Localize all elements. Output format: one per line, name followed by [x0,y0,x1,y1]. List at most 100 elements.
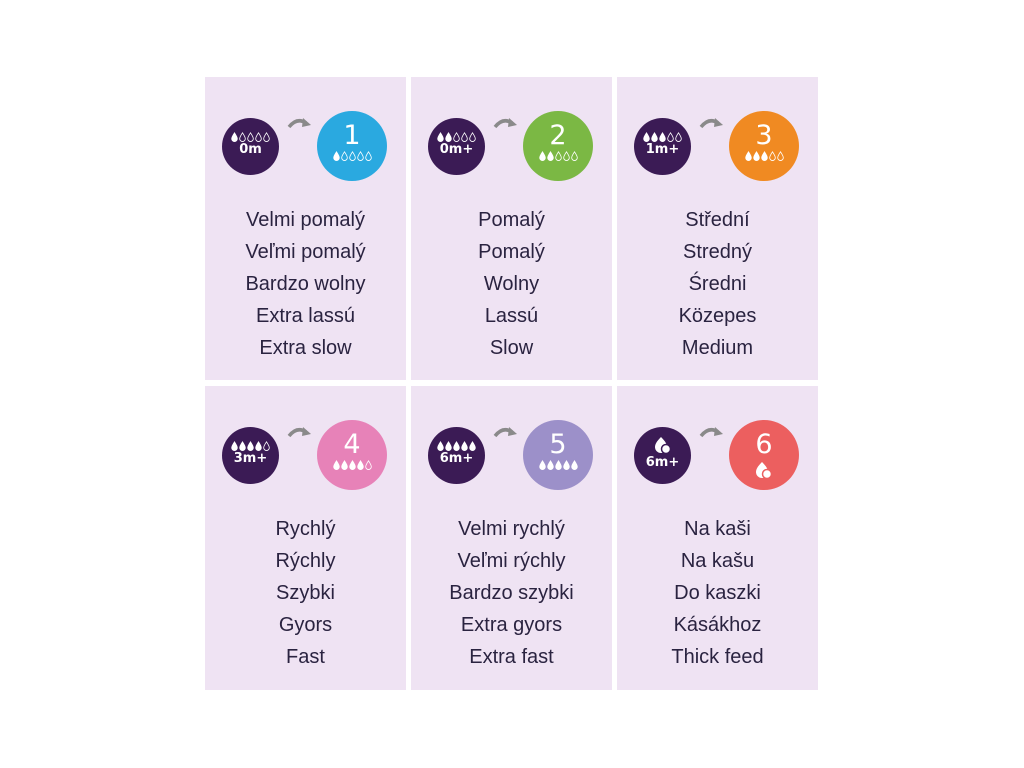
drop-icon [453,132,460,142]
drop-icon [538,151,546,161]
drop-icon [570,151,578,161]
curved-arrow-icon [493,427,517,438]
flow-name: Bardzo szybki [449,582,574,604]
flow-name: Extra fast [469,646,554,668]
drop-icon [445,441,452,451]
drop-icon [570,460,578,470]
flow-name: Veľmi pomalý [245,241,366,263]
level-number: 3 [755,120,773,151]
age-label: 0m+ [439,142,474,157]
drop-icon [562,151,570,161]
level-number: 6 [755,429,773,460]
curved-arrow-icon [699,427,723,438]
drop-icon [469,132,476,142]
drop-icon [538,460,546,470]
drop-icon [255,441,262,451]
drop-icon [364,151,372,161]
flow-name: Na kaši [684,518,751,540]
flow-name: Pomalý [478,241,545,263]
drop-icon [776,151,784,161]
flow-name: Pomalý [478,209,545,231]
flow-name: Bardzo wolny [245,273,366,295]
drop-icon [356,460,364,470]
flow-name: Stredný [683,241,752,263]
drop-icon [546,460,554,470]
drop-icon [461,132,468,142]
teat-level-badge: 2 [523,111,593,181]
flow-name: Kásákhoz [673,614,762,636]
flow-name: Medium [681,337,754,359]
drop-icon [461,441,468,451]
drop-icon [231,132,238,142]
flow-name: Na kašu [680,550,755,572]
flow-name: Lassú [484,305,539,327]
flow-cell-2: 0m+ 2 Pomalý Pomalý Wolny Lassú Slow [411,77,612,380]
drop-icon [255,132,262,142]
flow-cell-5: 6m+ 5 Velmi rychlý Veľmi rýchly Bardzo szy… [411,386,612,690]
flow-names: Na kaši Na kašu Do kaszki Kásákhoz Thick fee… [617,513,818,673]
flow-names: Velmi pomalý Veľmi pomalý Bardzo wolny Extr… [205,204,406,364]
drop-icon [364,460,372,470]
level-number: 1 [343,120,361,151]
age-badge: 0m+ [428,118,485,175]
age-label: 0m [239,142,262,157]
curved-arrow-icon [699,118,723,129]
drop-icon [348,151,356,161]
drop-icon [546,151,554,161]
drop-icon [340,460,348,470]
flow-name: Střední [685,209,750,231]
teat-level-badge: 5 [523,420,593,490]
flow-name: Velmi pomalý [246,209,365,231]
flow-cell-4: 3m+ 4 Rychlý Rýchly Szybki Gyors Fast [205,386,406,690]
flow-name: Średni [688,273,747,295]
age-label: 6m+ [645,455,680,470]
drop-icon [437,441,444,451]
flow-name: Do kaszki [674,582,761,604]
teat-level-badge: 6 [729,420,799,490]
flow-name: Veľmi rýchly [457,550,566,572]
flow-cell-1: 0m 1 Velmi pomalý Veľmi pomalý Bardzo woln… [205,77,406,380]
level-number: 2 [549,120,567,151]
age-label: 3m+ [233,451,268,466]
drop-icon [239,441,246,451]
flow-names: Pomalý Pomalý Wolny Lassú Slow [411,204,612,364]
drop-icon [453,441,460,451]
flow-name: Extra slow [259,337,352,359]
drop-icon [445,132,452,142]
flow-name: Thick feed [671,646,764,668]
drop-icon [675,132,682,142]
age-badge: 6m+ [634,427,691,484]
drop-icon [768,151,776,161]
flow-name: Extra lassú [256,305,355,327]
age-label: 1m+ [645,142,680,157]
drop-icon [760,151,768,161]
flow-cell-3: 1m+ 3 Střední Stredný Średni Közepes Medium [617,77,818,380]
flow-names: Velmi rychlý Veľmi rýchly Bardzo szybki Ext… [411,513,612,673]
flow-name: Szybki [276,582,335,604]
drop-icon [667,132,674,142]
drop-icon [239,132,246,142]
flow-name: Közepes [678,305,757,327]
teat-level-badge: 3 [729,111,799,181]
thick-feed-icon [756,462,773,480]
flow-name: Slow [489,337,534,359]
drop-icon [247,441,254,451]
age-badge: 6m+ [428,427,485,484]
drop-icon [469,441,476,451]
flow-name: Fast [286,646,325,668]
drop-icon [659,132,666,142]
drop-icon [263,132,270,142]
drop-icon [752,151,760,161]
age-badge: 3m+ [222,427,279,484]
drop-icon [263,441,270,451]
level-number: 5 [549,429,567,460]
teat-level-badge: 1 [317,111,387,181]
drop-icon [247,132,254,142]
thick-feed-icon [654,437,671,455]
flow-cell-6: 6m+ 6 Na kaši Na kašu Do kaszki Kásákhoz Thi… [617,386,818,690]
curved-arrow-icon [287,118,311,129]
age-badge: 0m [222,118,279,175]
level-number: 4 [343,429,361,460]
flow-name: Gyors [278,614,333,636]
flow-name: Wolny [483,273,540,295]
